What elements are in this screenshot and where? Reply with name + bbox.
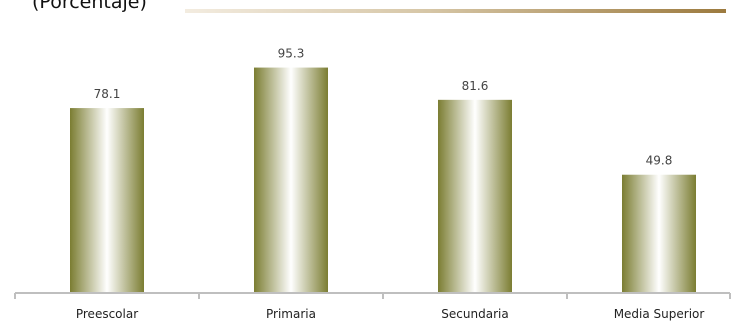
- data-label: 81.6: [462, 79, 489, 93]
- data-label: 95.3: [278, 47, 305, 61]
- bar-secundaria: [438, 99, 512, 292]
- chart-subtitle: (Porcentaje): [32, 0, 147, 13]
- x-tick-label: Secundaria: [441, 307, 508, 321]
- header-gradient-rule: [185, 9, 726, 13]
- bar-preescolar: [70, 108, 144, 293]
- bar-media-superior: [622, 174, 696, 292]
- x-tick-label: Primaria: [266, 307, 316, 321]
- data-label: 78.1: [94, 87, 121, 101]
- data-label: 49.8: [646, 154, 673, 168]
- x-tick-label: Media Superior: [614, 307, 705, 321]
- x-tick-label: Preescolar: [76, 307, 138, 321]
- bar-primaria: [254, 67, 328, 292]
